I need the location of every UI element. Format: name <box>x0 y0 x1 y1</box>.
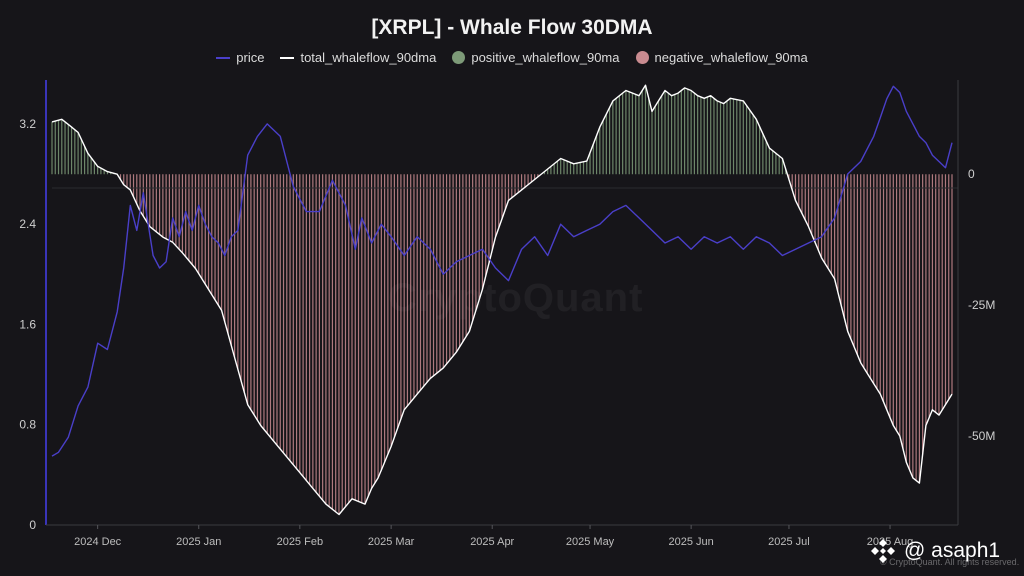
legend-item-price[interactable]: price <box>216 50 264 65</box>
legend-item-positive-whaleflow[interactable]: positive_whaleflow_90ma <box>452 50 620 65</box>
legend-label-positive-whaleflow: positive_whaleflow_90ma <box>471 50 620 65</box>
right-axis-ticks: 0 -25M -50M <box>968 167 995 443</box>
price-line <box>51 85 953 457</box>
chart-title: [XRPL] - Whale Flow 30DMA <box>371 16 653 39</box>
x-tick-label: 2025 Jun <box>668 536 713 548</box>
legend-item-total-whaleflow[interactable]: total_whaleflow_90dma <box>280 50 436 65</box>
whaleflow-bars <box>51 85 953 515</box>
legend-label-total-whaleflow: total_whaleflow_90dma <box>300 50 437 65</box>
left-tick-label: 2.4 <box>19 217 36 231</box>
x-axis-ticks: 2024 Dec 2025 Jan 2025 Feb 2025 Mar 2025 Apr… <box>74 525 913 548</box>
x-tick-label: 2025 Apr <box>470 536 514 548</box>
x-tick-label: 2025 Jul <box>768 536 810 548</box>
total-whaleflow-line <box>51 84 953 516</box>
legend-label-price: price <box>236 50 265 65</box>
left-tick-label: 0.8 <box>19 418 36 432</box>
copyright-note: © CryptoQuant. All rights reserved. <box>880 557 1020 567</box>
left-tick-label: 3.2 <box>19 117 36 131</box>
legend-swatch-positive-whaleflow <box>452 51 466 64</box>
right-tick-label: 0 <box>968 167 975 181</box>
author-handle: @ asaph1 <box>904 539 1001 562</box>
legend-label-negative-whaleflow: negative_whaleflow_90ma <box>654 50 808 65</box>
x-tick-label: 2025 Aug <box>867 536 914 548</box>
legend-swatch-price <box>216 56 231 59</box>
left-tick-label: 0 <box>29 518 36 532</box>
x-tick-label: 2025 Feb <box>277 536 323 548</box>
binance-logo-icon <box>871 539 895 563</box>
x-tick-label: 2024 Dec <box>74 536 122 548</box>
legend-swatch-total-whaleflow <box>280 56 295 59</box>
x-tick-label: 2025 Jan <box>176 536 221 548</box>
chart-legend: price total_whaleflow_90dma positive_wha… <box>0 50 1024 65</box>
right-tick-label: -25M <box>968 298 995 312</box>
author-badge[interactable]: @ asaph1 <box>868 536 1000 566</box>
x-tick-label: 2025 Mar <box>368 536 415 548</box>
legend-swatch-negative-whaleflow <box>635 51 649 64</box>
right-tick-label: -50M <box>968 429 995 443</box>
left-axis-ticks: 0 0.8 1.6 2.4 3.2 <box>19 117 36 532</box>
legend-item-negative-whaleflow[interactable]: negative_whaleflow_90ma <box>635 50 808 65</box>
x-tick-label: 2025 May <box>566 536 615 548</box>
left-tick-label: 1.6 <box>19 317 36 331</box>
